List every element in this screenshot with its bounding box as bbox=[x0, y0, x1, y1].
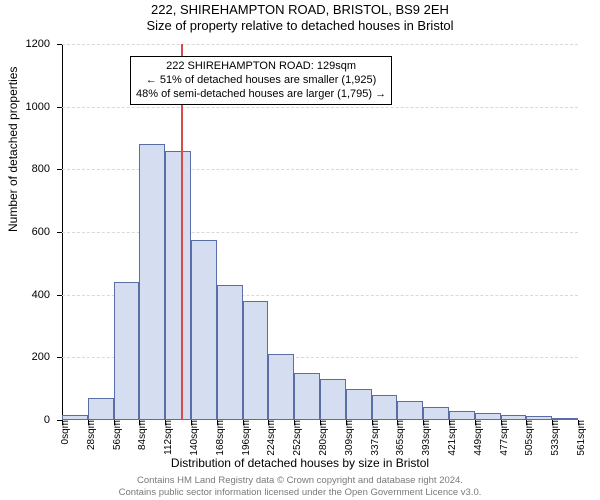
histogram-bar bbox=[165, 151, 191, 420]
ytick-label: 400 bbox=[32, 289, 62, 301]
xtick-label: 309sqm bbox=[337, 420, 355, 456]
ytick-label: 200 bbox=[32, 351, 62, 363]
xtick-label: 449sqm bbox=[466, 420, 484, 456]
ytick-label: 600 bbox=[32, 226, 62, 238]
xtick-label: 140sqm bbox=[182, 420, 200, 456]
gridline bbox=[62, 44, 578, 45]
ytick-label: 800 bbox=[32, 163, 62, 175]
histogram-bar bbox=[191, 240, 217, 420]
xtick-label: 505sqm bbox=[517, 420, 535, 456]
ytick-label: 1000 bbox=[26, 101, 62, 113]
histogram-bar bbox=[243, 301, 269, 420]
x-axis-label: Distribution of detached houses by size … bbox=[0, 456, 600, 470]
histogram-bar bbox=[449, 411, 475, 420]
histogram-bar bbox=[217, 285, 243, 420]
xtick-label: 224sqm bbox=[259, 420, 277, 456]
chart-title-line2: Size of property relative to detached ho… bbox=[0, 18, 600, 33]
xtick-label: 84sqm bbox=[130, 420, 148, 450]
annotation-line: 222 SHIREHAMPTON ROAD: 129sqm bbox=[136, 60, 386, 74]
xtick-label: 0sqm bbox=[53, 420, 71, 444]
histogram-bar bbox=[372, 395, 398, 420]
xtick-label: 112sqm bbox=[156, 420, 174, 455]
annotation-line: 48% of semi-detached houses are larger (… bbox=[136, 88, 386, 102]
xtick-label: 252sqm bbox=[285, 420, 303, 456]
histogram-bar bbox=[320, 379, 346, 420]
annotation-line: ← 51% of detached houses are smaller (1,… bbox=[136, 74, 386, 88]
xtick-label: 421sqm bbox=[440, 420, 458, 456]
xtick-label: 28sqm bbox=[79, 420, 97, 450]
chart-title-line1: 222, SHIREHAMPTON ROAD, BRISTOL, BS9 2EH bbox=[0, 2, 600, 17]
xtick-label: 365sqm bbox=[388, 420, 406, 456]
chart-attribution: Contains HM Land Registry data © Crown c… bbox=[0, 475, 600, 498]
histogram-bar bbox=[139, 144, 165, 420]
histogram-bar bbox=[268, 354, 294, 420]
xtick-label: 337sqm bbox=[363, 420, 381, 456]
attribution-line1: Contains HM Land Registry data © Crown c… bbox=[0, 475, 600, 486]
ytick-label: 1200 bbox=[26, 38, 62, 50]
histogram-bar bbox=[397, 401, 423, 420]
xtick-label: 477sqm bbox=[492, 420, 510, 456]
histogram-bar bbox=[475, 413, 501, 420]
y-axis-label: Number of detached properties bbox=[6, 67, 20, 232]
gridline bbox=[62, 107, 578, 108]
xtick-label: 561sqm bbox=[569, 420, 587, 456]
histogram-bar bbox=[423, 407, 449, 420]
xtick-label: 280sqm bbox=[311, 420, 329, 456]
xtick-label: 168sqm bbox=[208, 420, 226, 456]
attribution-line2: Contains public sector information licen… bbox=[0, 487, 600, 498]
histogram-bar bbox=[88, 398, 114, 420]
histogram-bar bbox=[114, 282, 140, 420]
xtick-label: 56sqm bbox=[105, 420, 123, 450]
plot-area: 0200400600800100012000sqm28sqm56sqm84sqm… bbox=[62, 44, 578, 420]
xtick-label: 196sqm bbox=[234, 420, 252, 456]
xtick-label: 533sqm bbox=[543, 420, 561, 456]
histogram-chart: 222, SHIREHAMPTON ROAD, BRISTOL, BS9 2EH… bbox=[0, 0, 600, 500]
xtick-label: 393sqm bbox=[414, 420, 432, 456]
chart-titles: 222, SHIREHAMPTON ROAD, BRISTOL, BS9 2EH… bbox=[0, 0, 600, 33]
histogram-bar bbox=[346, 389, 372, 420]
histogram-bar bbox=[294, 373, 320, 420]
annotation-box: 222 SHIREHAMPTON ROAD: 129sqm← 51% of de… bbox=[130, 56, 392, 105]
